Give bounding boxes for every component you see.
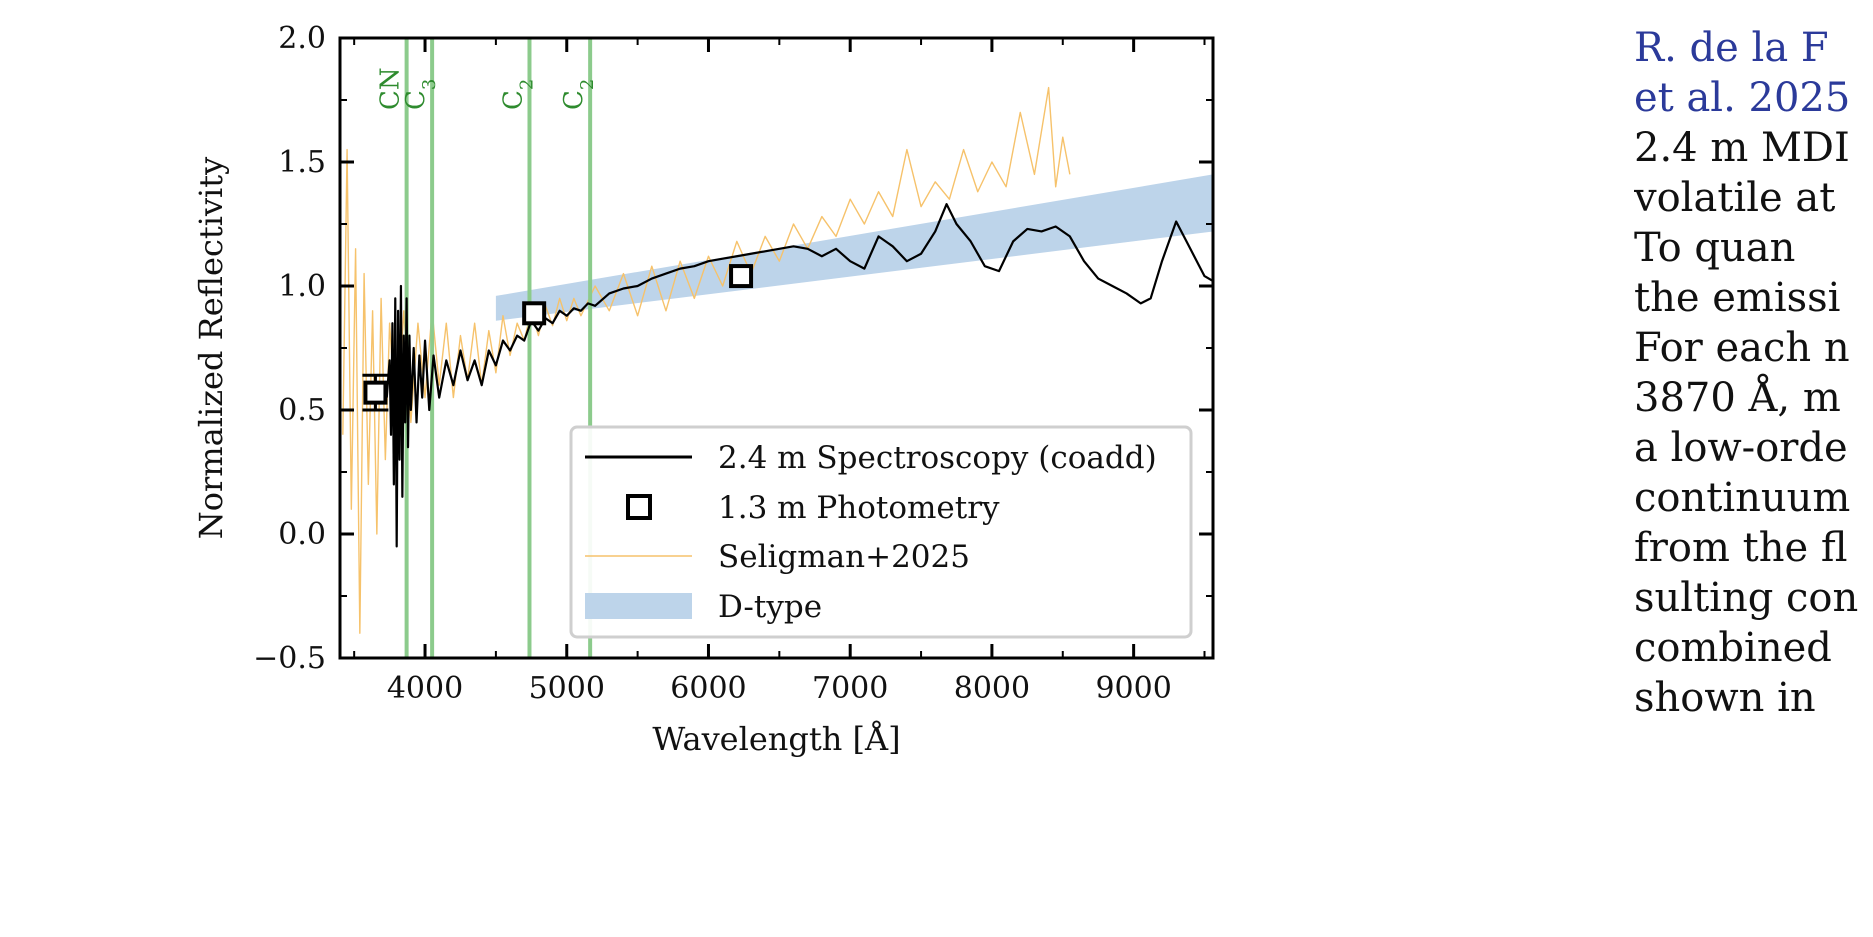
x-tick-label-0: 4000: [387, 671, 463, 706]
paper-text-line: 2.4 m MDI: [1634, 125, 1850, 171]
paper-text-line: continuum: [1634, 475, 1851, 521]
paper-text-line: For each n: [1634, 325, 1850, 371]
x-axis-label: Wavelength [Å]: [652, 720, 900, 758]
x-tick-label-2: 6000: [670, 671, 746, 706]
y-tick-label-5: 2.0: [278, 21, 326, 56]
y-tick-label-3: 1.0: [278, 269, 326, 304]
x-tick-label-5: 9000: [1095, 671, 1171, 706]
paper-text-line: a low-orde: [1634, 425, 1848, 471]
figure: CN C3 C2 C2 4000 5000 6000 7000 8000 9000 −0.5 0.0 0…: [192, 21, 1215, 758]
paper-text-line: 3870 Å, m: [1634, 375, 1841, 421]
paper-text-line: shown in: [1634, 675, 1816, 721]
emission-line-label-0: CN: [376, 67, 406, 110]
y-tick-label-4: 1.5: [278, 145, 326, 180]
paper-text-line: combined: [1634, 625, 1832, 671]
photometry-marker-1: [522, 301, 547, 326]
x-tick-label-1: 5000: [529, 671, 605, 706]
y-tick-label-2: 0.5: [278, 393, 326, 428]
legend-swatch-3: [585, 593, 692, 619]
y-tick-label-1: 0.0: [278, 517, 326, 552]
emission-line-label-1: C3: [401, 79, 440, 110]
paper-text-line: from the fl: [1634, 525, 1848, 571]
series-spectroscopy-line: [385, 203, 1213, 548]
paper-text-line[interactable]: R. de la F: [1634, 25, 1829, 71]
emission-line-label-2: C2: [498, 79, 537, 110]
paper-text-line: To quan: [1634, 225, 1796, 271]
paper-text-line: volatile at: [1634, 175, 1836, 221]
photometry-marker-2: [729, 264, 754, 289]
y-axis-label: Normalized Reflectivity: [192, 157, 230, 539]
series-dtype-band: [495, 174, 1213, 321]
paper-text-line: the emissi: [1634, 275, 1841, 321]
legend-swatch-1: [626, 494, 652, 520]
legend-label-0: 2.4 m Spectroscopy (coadd): [718, 440, 1157, 476]
legend-label-1: 1.3 m Photometry: [718, 490, 1000, 526]
x-tick-label-3: 7000: [812, 671, 888, 706]
x-tick-label-4: 8000: [954, 671, 1030, 706]
legend-label-2: Seligman+2025: [718, 539, 970, 575]
legend-box: [569, 425, 1193, 639]
paper-text-line[interactable]: et al. 2025: [1634, 75, 1851, 121]
emission-line-label-3: C2: [559, 79, 598, 110]
photometry-marker-0: [363, 380, 388, 405]
paper-text-line: sulting con: [1634, 575, 1859, 621]
legend-label-3: D-type: [718, 589, 822, 625]
y-tick-label-0: −0.5: [253, 641, 326, 676]
